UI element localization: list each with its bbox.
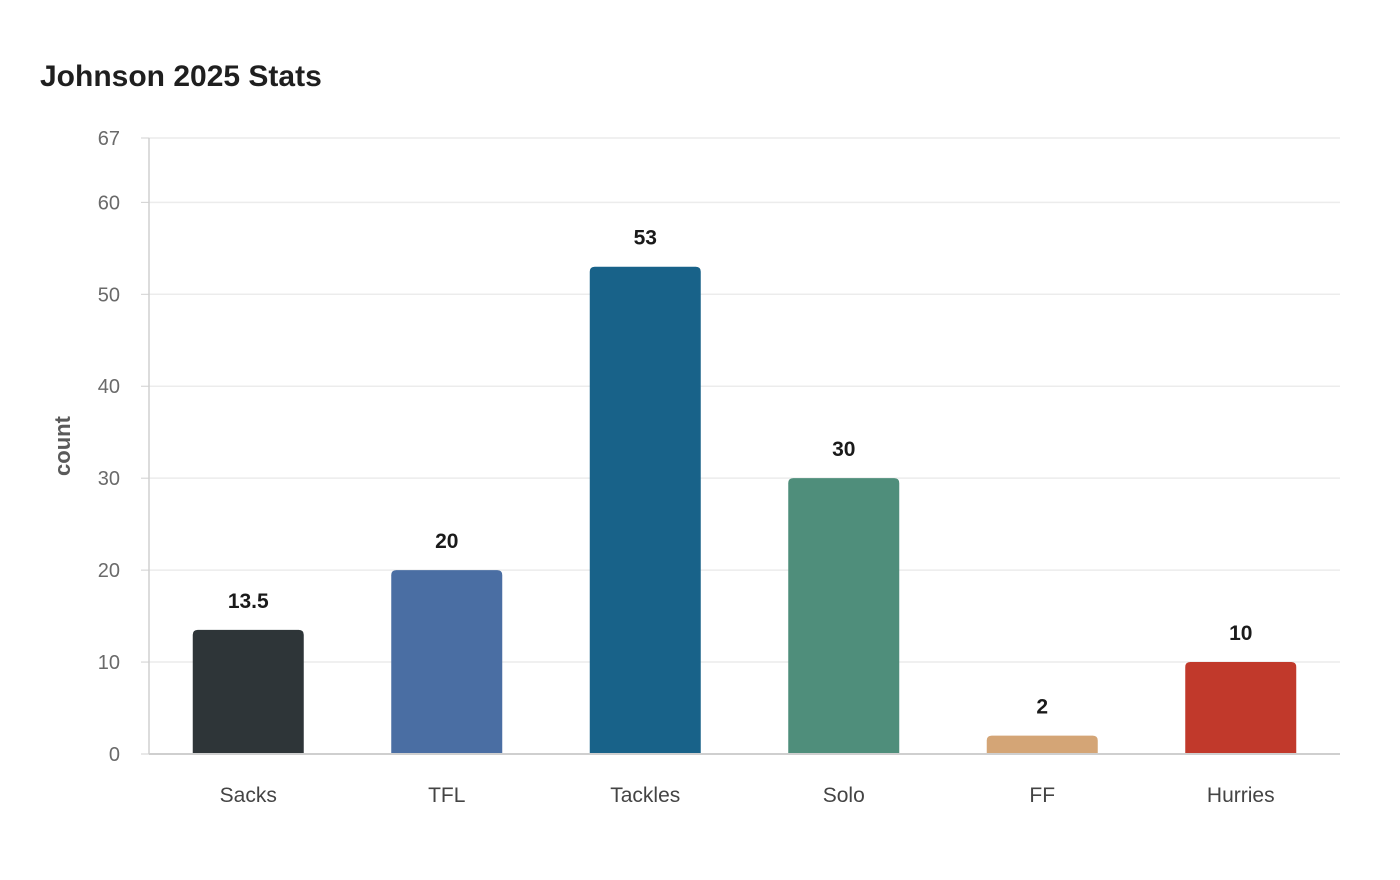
bars	[192, 266, 1297, 754]
x-axis: Sacks TFL Tackles Solo FF Hurries	[149, 753, 1340, 807]
y-tick-label: 40	[98, 376, 120, 398]
y-tick-label: 50	[98, 284, 120, 306]
bar-tackles	[589, 266, 701, 754]
chart-title: Johnson 2025 Stats	[40, 60, 322, 93]
value-label: 2	[1036, 696, 1048, 719]
bar-ff	[986, 735, 1098, 754]
bar-hurries	[1185, 662, 1297, 754]
value-label: 13.5	[228, 590, 269, 613]
x-tick-label: TFL	[428, 784, 465, 807]
value-label: 53	[634, 227, 657, 250]
y-tick-label: 0	[109, 744, 120, 766]
y-tick-label: 10	[98, 652, 120, 674]
bar-solo	[788, 478, 900, 754]
y-axis-title: count	[50, 415, 75, 476]
y-tick-label: 67	[98, 128, 120, 150]
y-tick-label: 30	[98, 468, 120, 490]
value-label: 10	[1229, 622, 1252, 645]
bar-tfl	[391, 570, 503, 754]
x-tick-label: Hurries	[1207, 784, 1275, 807]
value-labels: 13.5 20 53 30 2 10	[228, 227, 1253, 719]
value-label: 30	[832, 438, 855, 461]
bar-sacks	[192, 629, 304, 754]
x-tick-label: Sacks	[220, 784, 277, 807]
gridlines	[149, 137, 1340, 663]
y-axis: 0 10 20 30 40 50 60 67	[98, 128, 150, 766]
y-tick-label: 20	[98, 560, 120, 582]
x-tick-label: Solo	[823, 784, 865, 807]
x-tick-label: FF	[1029, 784, 1055, 807]
y-tick-label: 60	[98, 192, 120, 214]
value-label: 20	[435, 530, 458, 553]
x-tick-label: Tackles	[610, 784, 680, 807]
